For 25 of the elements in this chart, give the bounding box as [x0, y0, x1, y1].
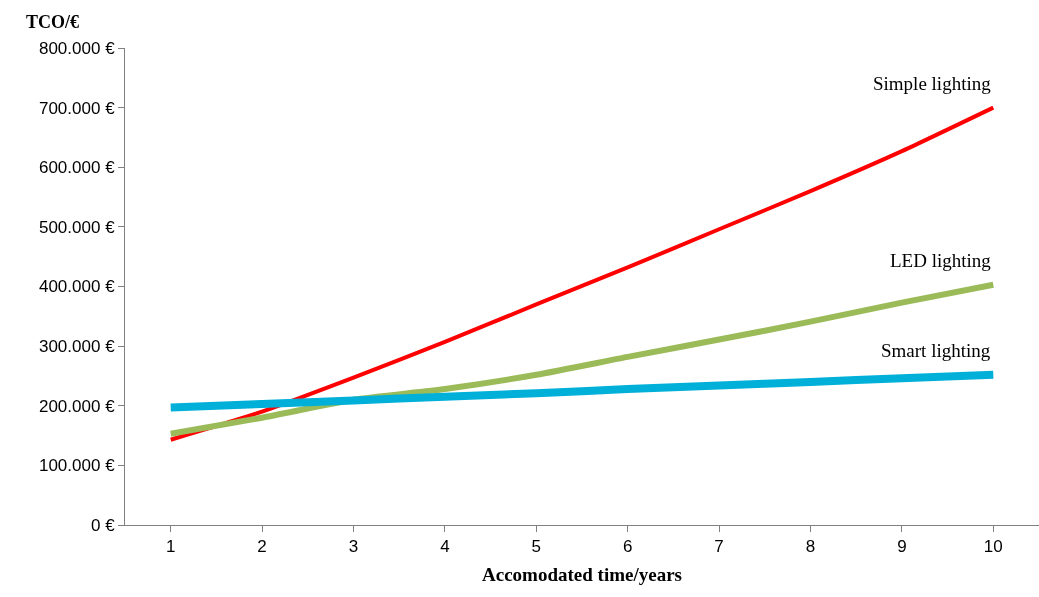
x-tick-label: 9: [897, 537, 907, 557]
series-label: LED lighting: [890, 250, 992, 271]
x-tick-label: 2: [257, 537, 267, 557]
x-tick-label: 4: [440, 537, 450, 557]
x-tick-label: 7: [714, 537, 724, 557]
y-tick-label: 600.000 €: [38, 158, 116, 178]
y-tick-label: 100.000 €: [38, 456, 116, 476]
x-tick-label: 6: [622, 537, 633, 557]
y-tick-label: 0 €: [90, 515, 116, 535]
x-tick-label: 3: [348, 537, 359, 557]
y-tick-label: 400.000 €: [38, 277, 116, 297]
x-axis-title: Accomodated time/years: [482, 564, 682, 586]
series-label: Smart lighting: [881, 340, 991, 361]
x-tick-label: 1: [165, 537, 176, 557]
x-tick-label: 5: [531, 537, 542, 557]
y-tick-label: 200.000 €: [38, 396, 116, 416]
y-axis-title: TCO/€: [26, 12, 80, 32]
y-tick-label: 500.000 €: [38, 217, 116, 237]
x-tick-label: 10: [983, 537, 1003, 557]
series-label: Simple lighting: [873, 73, 992, 94]
line-series: [168, 105, 996, 442]
x-tick-label: 8: [805, 537, 816, 557]
y-tick-label: 300.000 €: [38, 337, 116, 357]
y-tick-label: 700.000 €: [38, 98, 116, 118]
y-tick-label: 800.000 €: [38, 38, 116, 58]
